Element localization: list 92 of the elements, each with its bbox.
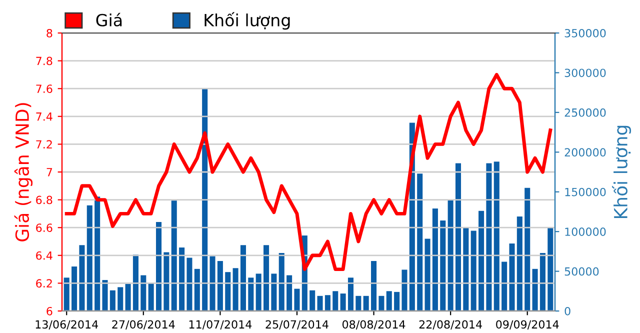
bar bbox=[532, 268, 538, 311]
bar bbox=[125, 284, 131, 311]
bar bbox=[264, 245, 270, 311]
bar bbox=[486, 163, 492, 311]
bar bbox=[455, 163, 462, 311]
bar bbox=[378, 296, 384, 311]
bar bbox=[417, 174, 423, 311]
x-tick-label: 13/06/2014 bbox=[36, 320, 98, 330]
y2-tick-label: 200000 bbox=[564, 148, 606, 157]
x-tick-label: 27/06/2014 bbox=[112, 320, 175, 330]
bar bbox=[402, 270, 408, 311]
bar bbox=[540, 253, 546, 311]
bar bbox=[179, 247, 185, 311]
bar bbox=[79, 245, 85, 311]
bar bbox=[186, 258, 192, 311]
bar bbox=[516, 216, 522, 311]
x-tick-label: 11/07/2014 bbox=[189, 320, 252, 330]
y-tick-label: 7.8 bbox=[36, 56, 52, 66]
bar bbox=[440, 220, 446, 311]
bar bbox=[132, 254, 138, 311]
x-tick-label: 08/08/2014 bbox=[342, 320, 406, 330]
bar bbox=[463, 228, 469, 311]
bar bbox=[448, 200, 454, 311]
bar bbox=[317, 296, 323, 311]
bar bbox=[470, 230, 476, 311]
bar bbox=[324, 295, 330, 311]
y-tick-label: 6.2 bbox=[36, 279, 52, 288]
bar bbox=[363, 296, 369, 311]
line-series bbox=[64, 72, 552, 272]
bar bbox=[156, 222, 162, 311]
bar bbox=[509, 243, 515, 311]
bar bbox=[240, 245, 246, 311]
y2-tick-label: 50000 bbox=[564, 267, 599, 276]
y-tick-label: 7.4 bbox=[36, 112, 52, 121]
bar bbox=[140, 275, 146, 311]
bar bbox=[310, 290, 316, 311]
bar bbox=[524, 188, 530, 311]
bar bbox=[340, 294, 346, 311]
bar bbox=[86, 205, 92, 311]
bar bbox=[494, 162, 500, 311]
bar bbox=[386, 291, 392, 311]
bar bbox=[110, 290, 116, 311]
y2-tick-label: 100000 bbox=[565, 228, 606, 236]
bar bbox=[210, 256, 216, 311]
bar bbox=[248, 278, 254, 311]
bar bbox=[64, 278, 70, 311]
bar bbox=[424, 238, 430, 311]
bar bbox=[294, 288, 300, 311]
bar bbox=[118, 287, 124, 311]
bar bbox=[171, 200, 177, 311]
legend-label: Giá bbox=[96, 12, 122, 26]
bar bbox=[164, 252, 170, 311]
bar bbox=[94, 196, 100, 311]
bar bbox=[148, 283, 154, 311]
y-tick-label: 6.6 bbox=[36, 224, 52, 232]
bar bbox=[256, 274, 262, 311]
y2-tick-label: 0 bbox=[564, 306, 570, 316]
bar bbox=[502, 262, 508, 311]
bar bbox=[286, 275, 292, 311]
bar bbox=[225, 272, 231, 311]
bar bbox=[271, 274, 277, 311]
y2-tick-label: 300000 bbox=[564, 68, 606, 78]
bar bbox=[72, 266, 78, 311]
y2-axis-title: Khối lượng bbox=[612, 126, 632, 218]
bar bbox=[217, 260, 223, 311]
y-tick-label: 6.8 bbox=[36, 196, 52, 204]
y2-tick-label: 150000 bbox=[565, 188, 606, 196]
bar bbox=[232, 268, 238, 311]
y-tick-label: 7 bbox=[46, 168, 52, 176]
bar bbox=[478, 210, 484, 311]
bar bbox=[394, 292, 400, 311]
x-tick-label: 22/08/2014 bbox=[419, 320, 482, 330]
y-tick-label: 7.6 bbox=[36, 84, 52, 93]
bar bbox=[278, 253, 284, 311]
y-tick-label: 8 bbox=[46, 28, 52, 38]
y2-tick-label: 350000 bbox=[564, 28, 606, 38]
y-tick-label: 6.4 bbox=[36, 251, 52, 260]
bar bbox=[356, 296, 362, 311]
bar bbox=[371, 260, 377, 311]
bar bbox=[102, 280, 108, 311]
y-axis-title: Giá (ngân VND) bbox=[14, 103, 33, 242]
x-tick-label: 25/07/2014 bbox=[266, 320, 328, 330]
bar bbox=[348, 278, 354, 311]
x-tick-label: 09/09/2014 bbox=[496, 320, 559, 330]
bar bbox=[548, 228, 554, 311]
bar bbox=[332, 291, 338, 311]
bar bbox=[432, 208, 438, 311]
bar bbox=[194, 268, 200, 311]
legend-label: Khối lượng bbox=[204, 12, 290, 30]
y-tick-label: 6 bbox=[46, 306, 52, 316]
y2-tick-label: 250000 bbox=[564, 108, 606, 117]
y-tick-label: 7.2 bbox=[36, 140, 52, 148]
